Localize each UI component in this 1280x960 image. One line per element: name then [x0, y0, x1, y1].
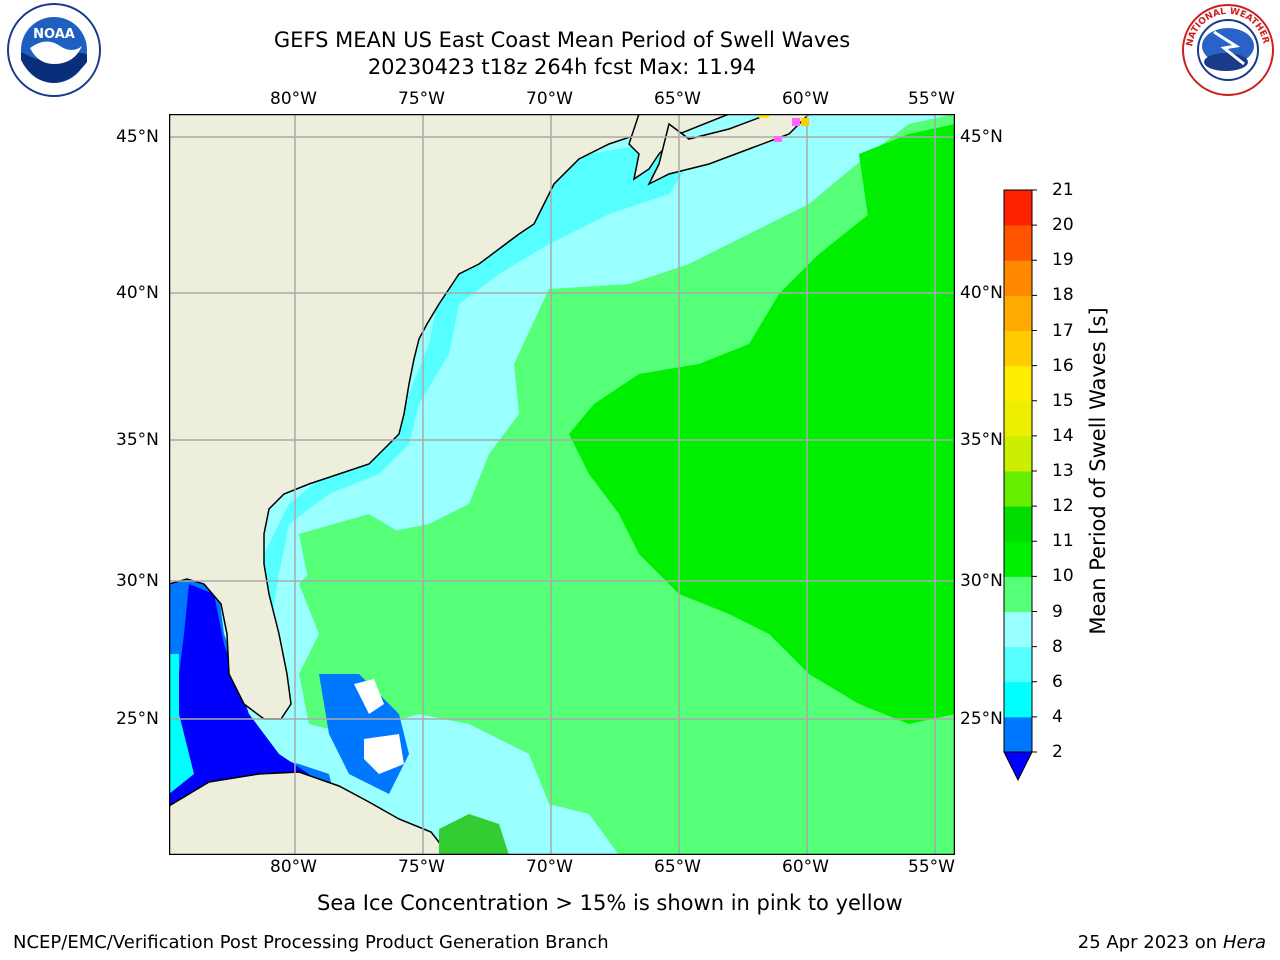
colorbar-bin [1004, 260, 1032, 296]
colorbar-label: Mean Period of Swell Waves [s] [1086, 307, 1110, 635]
colorbar-tick-label: 2 [1052, 742, 1063, 762]
lon-label-bottom: 55°W [908, 857, 955, 877]
map-panel [169, 114, 955, 855]
sea-ice-note: Sea Ice Concentration > 15% is shown in … [317, 891, 903, 915]
gulf-cyan [169, 654, 194, 794]
colorbar-bin [1004, 611, 1032, 648]
bahamas-white [354, 679, 404, 774]
lon-label-bottom: 65°W [654, 857, 701, 877]
noaa-logo: NOAA [7, 3, 101, 97]
lon-label-top: 75°W [398, 89, 445, 109]
colorbar-bin [1004, 646, 1032, 683]
colorbar-tick-label: 17 [1052, 320, 1074, 341]
colorbar-bin [1004, 471, 1032, 507]
colorbar-tick-label: 6 [1052, 671, 1063, 692]
colorbar-bin [1004, 225, 1032, 261]
land-cuba [169, 771, 450, 855]
footer-credit: NCEP/EMC/Verification Post Processing Pr… [13, 932, 609, 953]
colorbar [1003, 189, 1037, 782]
lat-label-left: 45°N [116, 127, 159, 147]
colorbar-bin [1004, 506, 1032, 542]
colorbar-tick-label: 18 [1052, 285, 1074, 306]
colorbar-tick-label: 8 [1052, 636, 1063, 657]
colorbar-ticks: 2 4 6 8 9 10 11 12 13 14 15 16 17 18 19 20 21 [1052, 180, 1092, 770]
swell-region-caribbean-high [439, 814, 509, 855]
land-nova-scotia [647, 114, 811, 186]
lon-label-bottom: 70°W [526, 857, 573, 877]
lat-label-right: 40°N [960, 283, 1003, 303]
colorbar-bin [1004, 716, 1032, 753]
lat-label-right: 25°N [960, 709, 1003, 729]
lat-label-left: 35°N [116, 430, 159, 450]
footer-date: 25 Apr 2023 on Hera [1078, 932, 1266, 953]
nws-logo: NATIONAL WEATHER SERVICE [1178, 2, 1274, 96]
colorbar-bin [1004, 576, 1032, 612]
colorbar-tick-label: 20 [1052, 215, 1074, 236]
colorbar-bin [1004, 190, 1032, 226]
colorbar-tick-label: 10 [1052, 566, 1074, 587]
noaa-logo-text: NOAA [33, 27, 75, 42]
lon-label-bottom: 75°W [398, 857, 445, 877]
colorbar-bin [1004, 365, 1032, 402]
swell-region-west-green [299, 514, 419, 614]
colorbar-tick-label: 13 [1052, 461, 1074, 481]
chart-title: GEFS MEAN US East Coast Mean Period of S… [273, 28, 851, 52]
colorbar-under-triangle [1003, 751, 1033, 782]
lat-label-right: 45°N [960, 127, 1003, 147]
coastal-cyan-band [249, 144, 689, 674]
lon-label-bottom: 60°W [782, 857, 829, 877]
footer-date-text: 25 Apr 2023 on [1077, 932, 1223, 953]
colorbar-bin [1004, 681, 1032, 718]
gulf-blue-deep [169, 584, 309, 814]
lat-label-left: 25°N [116, 709, 159, 729]
lon-label-top: 65°W [654, 89, 701, 109]
land-maritimes [628, 114, 730, 181]
colorbar-tick-label: 16 [1052, 355, 1074, 376]
footer-machine: Hera [1222, 932, 1266, 953]
lon-label-top: 55°W [908, 89, 955, 109]
graticule [169, 114, 955, 855]
lon-label-top: 80°W [270, 89, 317, 109]
lon-label-bottom: 80°W [270, 857, 317, 877]
colorbar-tick-label: 4 [1052, 706, 1063, 727]
colorbar-tick-label: 12 [1052, 496, 1074, 517]
swell-region-10-11 [569, 174, 955, 724]
lat-label-right: 30°N [960, 571, 1003, 591]
colorbar-tick-label: 9 [1052, 601, 1063, 622]
colorbar-bin [1004, 435, 1032, 472]
colorbar-tick-label: 14 [1052, 425, 1074, 446]
lat-label-right: 35°N [960, 430, 1003, 450]
colorbar-bin [1004, 400, 1032, 437]
colorbar-bin [1004, 541, 1032, 577]
sea-ice-specks [759, 114, 809, 142]
lon-label-top: 60°W [782, 89, 829, 109]
colorbar-tick-label: 15 [1052, 390, 1074, 411]
lat-label-left: 40°N [116, 283, 159, 303]
lon-label-top: 70°W [526, 89, 573, 109]
lat-label-left: 30°N [116, 571, 159, 591]
colorbar-tick-label: 21 [1052, 180, 1074, 200]
colorbar-tick-label: 11 [1052, 531, 1074, 552]
swell-region-ne-green [859, 124, 955, 244]
land-eastern-us [169, 114, 671, 720]
colorbar-bin [1004, 295, 1032, 331]
colorbar-bin [1004, 330, 1032, 367]
chart-subtitle: 20230423 t18z 264h fcst Max: 11.94 [367, 55, 757, 79]
colorbar-tick-label: 19 [1052, 250, 1074, 271]
